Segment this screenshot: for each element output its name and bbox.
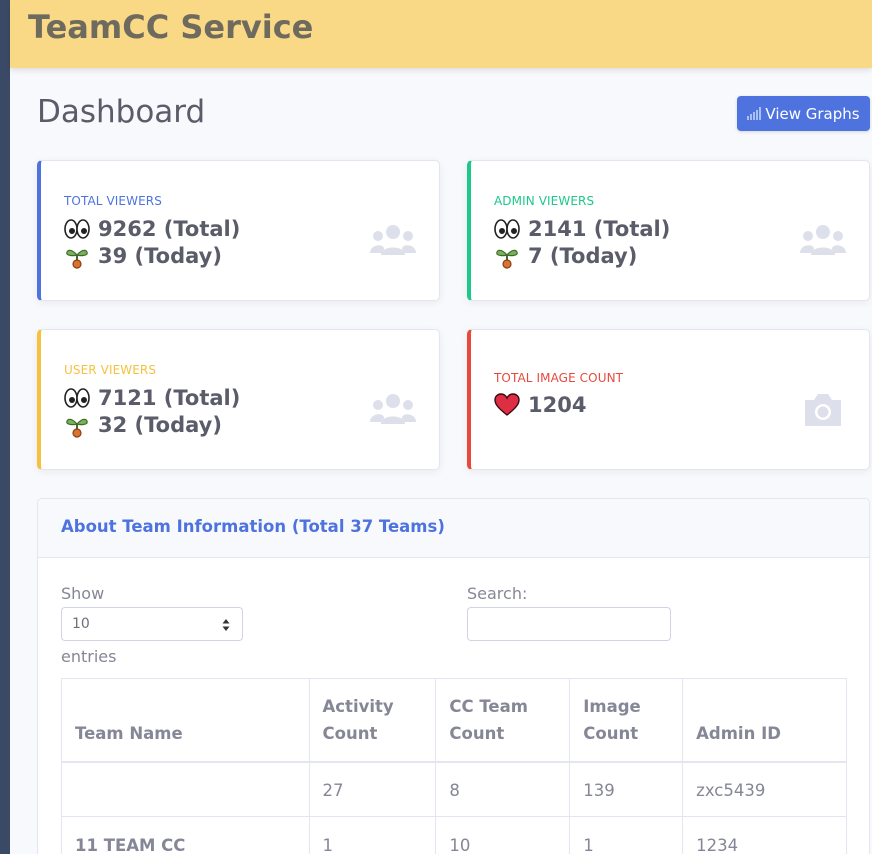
sort-arrows-icon <box>222 619 230 631</box>
today-line: 32 (Today) <box>64 412 222 438</box>
users-icon <box>370 225 416 255</box>
total-viewers-card: Total Viewers 9262 (Total) 39 (Today) <box>37 160 440 301</box>
topbar: TeamCC Service <box>10 0 872 68</box>
image-count-value: 1204 <box>528 393 587 417</box>
page-title: Dashboard <box>37 94 206 130</box>
search-label: Search: <box>467 584 528 603</box>
team-name-cell <box>61 761 310 817</box>
sidebar-strip <box>0 0 10 854</box>
today-line: 7 (Today) <box>494 243 637 269</box>
card-label: User Viewers <box>64 363 157 377</box>
admin-id-cell: 1234 <box>682 816 847 854</box>
column-activity-count[interactable]: Activity Count <box>308 678 437 763</box>
team-name-cell: 11 TEAM CC <box>61 816 310 854</box>
column-admin-id[interactable]: Admin ID <box>682 678 847 763</box>
image-count-cell: 1 <box>569 816 684 854</box>
total-line: 2141 (Total) <box>494 216 670 242</box>
today-value: 7 (Today) <box>528 244 638 268</box>
team-info-title: About Team Information (Total 37 Teams) <box>61 517 445 536</box>
total-value: 9262 (Total) <box>98 217 241 241</box>
table-row: 27 8 139 zxc5439 <box>61 761 847 817</box>
eyes-icon <box>64 388 90 408</box>
card-label: Total Viewers <box>64 194 162 208</box>
card-label: Total Image Count <box>494 371 624 385</box>
team-info-header: About Team Information (Total 37 Teams) <box>38 499 869 558</box>
users-icon <box>800 225 846 255</box>
image-count-card: Total Image Count 1204 <box>467 329 870 470</box>
card-label: Admin Viewers <box>494 194 595 208</box>
seedling-icon <box>66 249 88 269</box>
total-line: 7121 (Total) <box>64 385 240 411</box>
count-line: 1204 <box>494 392 586 418</box>
entries-select-value: 10 <box>72 616 90 632</box>
activity-count-cell: 1 <box>308 816 437 854</box>
user-viewers-card: User Viewers 7121 (Total) 32 (Today) <box>37 329 440 470</box>
total-line: 9262 (Total) <box>64 216 240 242</box>
eyes-icon <box>64 219 90 239</box>
column-team-name[interactable]: Team Name <box>61 678 310 763</box>
admin-id-cell: zxc5439 <box>682 761 847 817</box>
image-count-cell: 139 <box>569 761 684 817</box>
eyes-icon <box>494 219 520 239</box>
total-value: 2141 (Total) <box>528 217 671 241</box>
seedling-icon <box>66 418 88 438</box>
entries-label: entries <box>61 647 117 666</box>
view-graphs-label: View Graphs <box>765 104 860 123</box>
today-line: 39 (Today) <box>64 243 222 269</box>
show-label: Show <box>61 584 105 603</box>
table-header-row: Team Name Activity Count CC Team Count I… <box>61 678 847 763</box>
heart-icon <box>494 393 520 416</box>
seedling-icon <box>496 249 518 269</box>
today-value: 39 (Today) <box>98 244 222 268</box>
view-graphs-button[interactable]: View Graphs <box>737 96 870 131</box>
today-value: 32 (Today) <box>98 413 222 437</box>
column-cc-team-count[interactable]: CC Team Count <box>435 678 571 763</box>
column-image-count[interactable]: Image Count <box>569 678 684 763</box>
users-icon <box>370 394 416 424</box>
admin-viewers-card: Admin Viewers 2141 (Total) 7 (Today) <box>467 160 870 301</box>
brand-title[interactable]: TeamCC Service <box>28 8 314 46</box>
entries-select[interactable]: 10 <box>61 607 243 641</box>
cc-team-count-cell: 8 <box>435 761 571 817</box>
total-value: 7121 (Total) <box>98 386 241 410</box>
table-row: 11 TEAM CC 1 10 1 1234 <box>61 816 847 854</box>
cc-team-count-cell: 10 <box>435 816 571 854</box>
team-table: Team Name Activity Count CC Team Count I… <box>61 678 847 854</box>
search-input[interactable] <box>467 607 671 641</box>
signal-bars-icon <box>747 107 762 120</box>
team-info-card: About Team Information (Total 37 Teams) … <box>37 498 870 854</box>
activity-count-cell: 27 <box>308 761 437 817</box>
camera-icon <box>805 394 841 426</box>
